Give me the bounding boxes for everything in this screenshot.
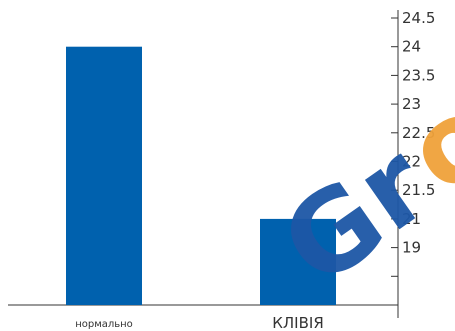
bar	[66, 46, 142, 305]
x-category-label: КЛІВІЯ	[272, 314, 324, 331]
y-axis-ticks: 24.5 24 23.5 23 22.5 22 21.5 21 19	[391, 9, 435, 306]
category-labels: нормально КЛІВІЯ	[75, 314, 324, 331]
y-tick-label: 21.5	[402, 181, 435, 199]
bar	[260, 218, 336, 305]
bars	[66, 46, 336, 305]
y-tick-label: 22.5	[402, 124, 435, 142]
y-tick-label: 21	[402, 210, 421, 228]
y-tick-label: 23	[402, 95, 421, 113]
y-tick-label: 24.5	[402, 9, 435, 27]
x-category-label: нормально	[75, 319, 133, 330]
y-tick-label: 22	[402, 153, 421, 171]
y-tick-label: 23.5	[402, 66, 435, 84]
y-tick-label: 19	[402, 239, 421, 257]
y-tick-label: 24	[402, 38, 421, 56]
